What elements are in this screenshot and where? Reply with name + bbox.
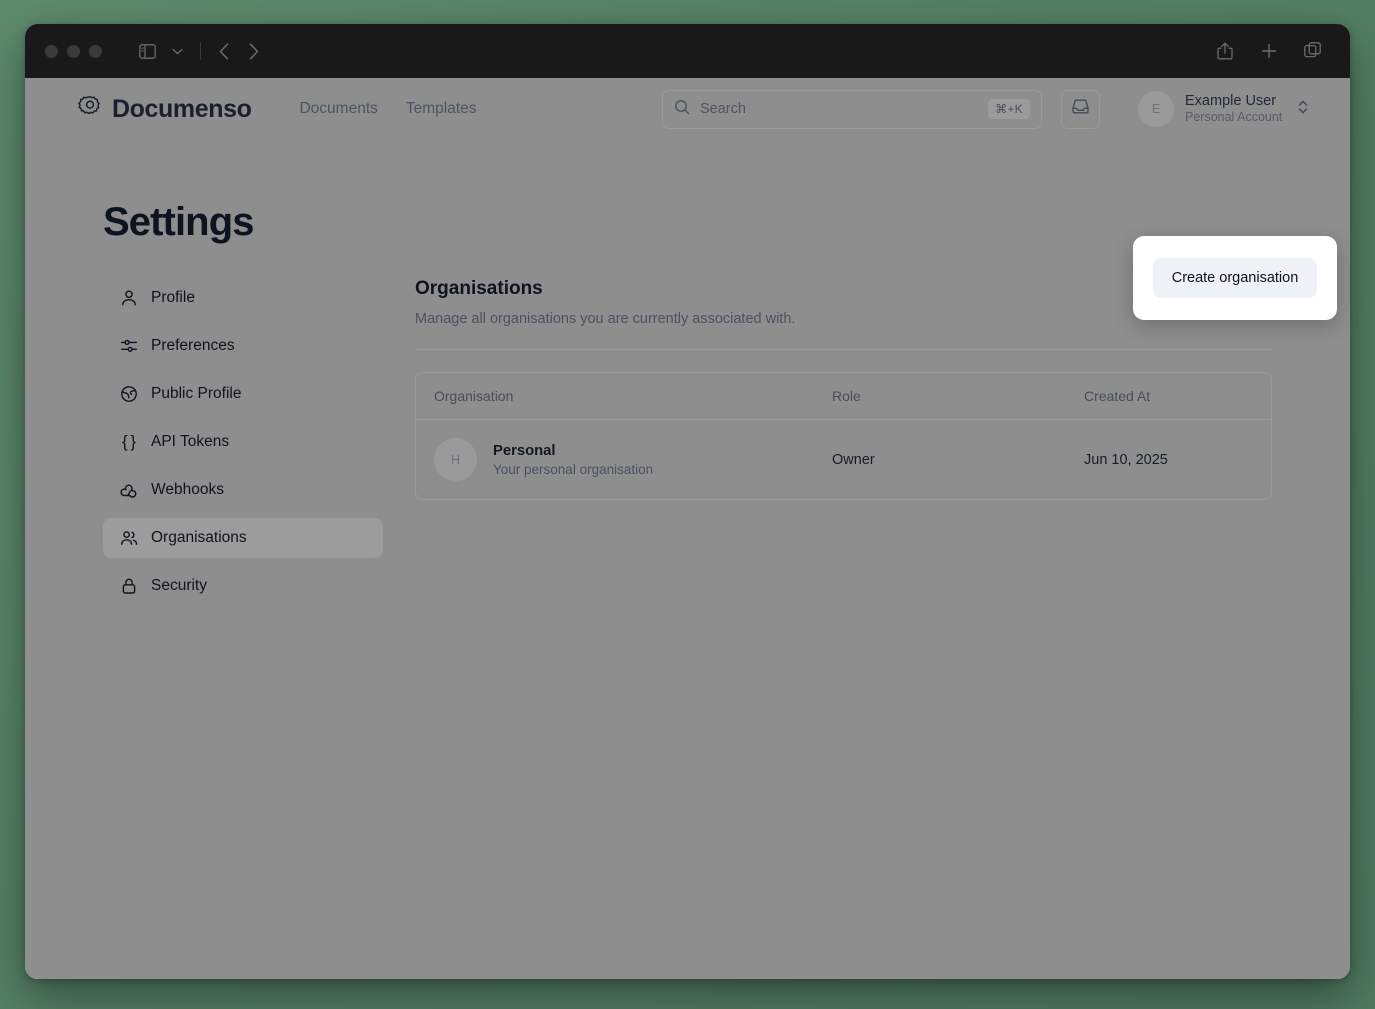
user-menu[interactable]: E Example User Personal Account: [1138, 91, 1309, 127]
create-organisation-popover: Create organisation: [1133, 236, 1337, 320]
sidebar-item-api-tokens[interactable]: { } API Tokens: [103, 422, 383, 462]
browser-left-controls: [132, 37, 269, 65]
sidebar-item-label: Public Profile: [151, 385, 242, 402]
users-icon: [119, 529, 138, 548]
sidebar-item-label: Profile: [151, 289, 195, 306]
browser-window: Documenso Documents Templates Search ⌘+K: [25, 24, 1350, 979]
user-name: Example User: [1185, 93, 1277, 110]
organisation-created-at: Jun 10, 2025: [1084, 451, 1168, 468]
inbox-button[interactable]: [1061, 89, 1100, 129]
organisations-panel: Organisations Manage all organisations y…: [415, 236, 1337, 614]
window-traffic-lights: [45, 44, 102, 58]
app-header: Documenso Documents Templates Search ⌘+K: [25, 78, 1350, 140]
close-window-button[interactable]: [45, 44, 58, 58]
section-subtitle: Manage all organisations you are current…: [415, 311, 796, 327]
brand-name: Documenso: [112, 94, 252, 123]
table-header-row: Organisation Role Created At: [416, 373, 1271, 420]
braces-icon: { }: [121, 432, 136, 451]
search-input[interactable]: Search ⌘+K: [662, 89, 1042, 129]
settings-sidebar: Profile: [103, 278, 383, 614]
lock-icon: [119, 577, 138, 596]
sidebar-item-label: API Tokens: [151, 433, 230, 450]
sidebar-item-organisations[interactable]: Organisations: [103, 518, 383, 558]
toolbar-divider: [200, 42, 201, 60]
settings-layout: Profile: [53, 236, 1337, 614]
sidebar-item-preferences[interactable]: Preferences: [103, 326, 383, 366]
zoom-window-button[interactable]: [89, 44, 102, 58]
browser-right-controls: [1210, 37, 1328, 65]
page-title: Settings: [103, 200, 254, 244]
organisation-avatar: H: [434, 438, 477, 481]
search-shortcut-badge: ⌘+K: [988, 99, 1030, 119]
documenso-badge-icon: [78, 95, 102, 124]
sidebar-item-label: Preferences: [151, 337, 235, 354]
new-tab-icon[interactable]: [1254, 37, 1284, 65]
section-divider: [415, 349, 1272, 350]
sidebar-item-label: Security: [151, 577, 207, 594]
user-account-type: Personal Account: [1185, 110, 1283, 125]
search-icon: [674, 99, 690, 120]
browser-titlebar: [25, 24, 1350, 78]
page-body: Settings Profile: [25, 200, 1350, 614]
nav-link-documents[interactable]: Documents: [299, 100, 378, 117]
chevron-down-icon[interactable]: [162, 37, 192, 65]
column-header-organisation: Organisation: [434, 388, 514, 404]
nav-link-templates[interactable]: Templates: [405, 100, 477, 117]
user-info: Example User Personal Account: [1185, 93, 1282, 125]
column-header-role: Role: [832, 388, 861, 404]
brand-logo[interactable]: Documenso: [78, 94, 252, 124]
organisation-role: Owner: [832, 451, 875, 468]
sidebar-item-webhooks[interactable]: Webhooks: [103, 470, 383, 510]
search-container: Search ⌘+K: [662, 89, 1042, 129]
dimmed-app-surface: [25, 78, 1350, 979]
avatar: E: [1138, 91, 1174, 127]
forward-icon[interactable]: [239, 37, 269, 65]
sidebar-item-label: Webhooks: [151, 481, 224, 498]
chevron-up-down-icon: [1297, 98, 1309, 121]
organisations-table: Organisation Role Created At H Personal …: [415, 372, 1272, 500]
column-header-created-at: Created At: [1084, 388, 1151, 404]
sidebar-item-security[interactable]: Security: [103, 566, 383, 606]
sidebar-item-public-profile[interactable]: Public Profile: [103, 374, 383, 414]
table-row[interactable]: H Personal Your personal organisation Ow…: [416, 420, 1271, 499]
section-title: Organisations: [415, 278, 543, 299]
sliders-icon: [119, 337, 138, 356]
sidebar-toggle-icon[interactable]: [132, 37, 162, 65]
organisation-description: Your personal organisation: [493, 461, 654, 477]
tab-overview-icon[interactable]: [1298, 37, 1328, 65]
webhook-icon: [119, 481, 138, 500]
user-icon: [119, 289, 138, 308]
organisation-cell: H Personal Your personal organisation: [434, 438, 832, 481]
search-placeholder: Search: [700, 101, 746, 117]
sidebar-item-profile[interactable]: Profile: [103, 278, 383, 318]
share-icon[interactable]: [1210, 37, 1240, 65]
globe-icon: [119, 385, 138, 404]
inbox-icon: [1071, 97, 1090, 121]
app-viewport: Documenso Documents Templates Search ⌘+K: [25, 78, 1350, 979]
create-organisation-button[interactable]: Create organisation: [1152, 258, 1318, 298]
primary-nav: Documents Templates: [299, 100, 476, 118]
sidebar-item-label: Organisations: [151, 529, 247, 546]
organisation-name: Personal: [493, 442, 556, 459]
organisation-text: Personal Your personal organisation: [493, 443, 653, 477]
back-icon[interactable]: [209, 37, 239, 65]
minimize-window-button[interactable]: [67, 44, 80, 58]
